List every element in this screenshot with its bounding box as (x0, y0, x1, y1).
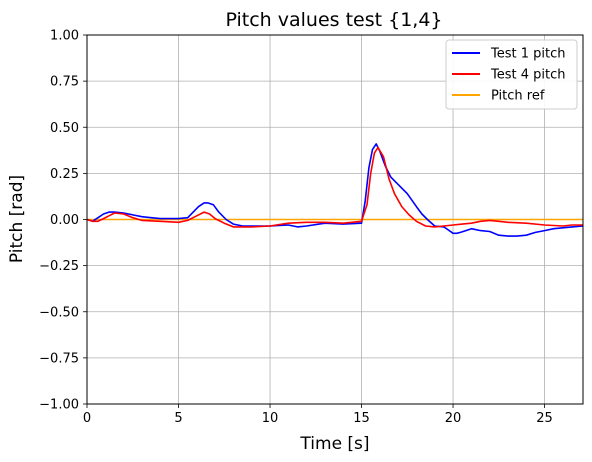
y-axis-ticks: −1.00 −0.75 −0.50 −0.25 0.00 0.25 0.50 0.75 1.00 (39, 29, 87, 413)
legend: Test 1 pitch Test 4 pitch Pitch ref (445, 39, 578, 110)
legend-label: Pitch ref (491, 89, 545, 104)
series-line-0 (86, 143, 584, 237)
x-tick-label: 0 (83, 411, 91, 426)
x-tick-label: 15 (353, 411, 370, 426)
y-tick-label: −0.25 (39, 259, 79, 274)
x-axis-ticks: 0 5 10 15 20 25 (83, 404, 553, 426)
series-lines (86, 143, 584, 237)
series-line-1 (86, 146, 583, 228)
x-tick-label: 5 (174, 411, 182, 426)
x-axis-label: Time [s] (299, 434, 369, 454)
y-tick-label: 0.50 (50, 121, 79, 136)
x-tick-label: 10 (262, 411, 279, 426)
chart-title: Pitch values test {1,4} (225, 9, 442, 31)
y-tick-label: 0.75 (50, 75, 79, 90)
legend-box (445, 39, 578, 110)
y-tick-label: 0.25 (50, 167, 79, 182)
x-tick-label: 20 (445, 411, 462, 426)
x-tick-label: 25 (536, 411, 553, 426)
y-tick-label: −1.00 (39, 398, 79, 413)
legend-label: Test 1 pitch (490, 47, 565, 62)
y-tick-label: −0.75 (39, 351, 79, 366)
legend-label: Test 4 pitch (490, 68, 565, 83)
y-tick-label: 1.00 (50, 29, 79, 44)
y-axis-label: Pitch [rad] (7, 175, 27, 263)
y-tick-label: 0.00 (50, 213, 79, 228)
y-tick-label: −0.50 (39, 305, 79, 320)
